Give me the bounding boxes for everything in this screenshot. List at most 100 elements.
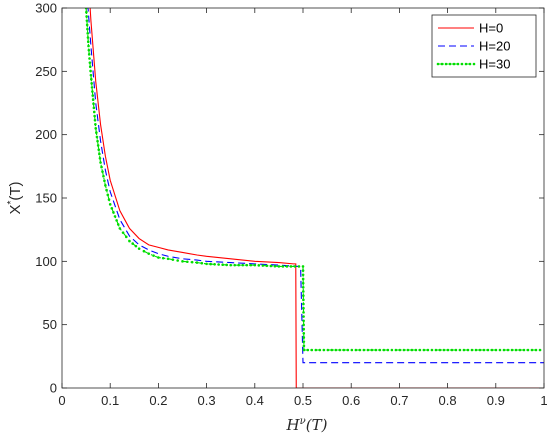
- series-marker: [87, 44, 90, 48]
- legend-marker: [460, 62, 464, 66]
- legend-box: [431, 14, 537, 78]
- x-tick-label: 0.2: [149, 393, 167, 408]
- series-marker: [115, 219, 118, 222]
- series-marker: [265, 264, 269, 268]
- series-marker: [302, 348, 306, 352]
- series-marker: [147, 252, 151, 256]
- series-marker: [302, 344, 306, 348]
- series-marker: [213, 262, 216, 266]
- series-marker: [90, 82, 93, 85]
- series-marker: [225, 263, 228, 267]
- axes-layer: 0 0.1 0.2 0.3 0.4 0.5 0.6 0.7 0.8 0.9 1 0 50 100 150 20…: [35, 1, 547, 409]
- series-marker: [112, 211, 115, 214]
- legend-marker: [440, 62, 444, 66]
- series-marker: [302, 327, 306, 331]
- x-tick-label: 0.4: [246, 393, 264, 408]
- series-marker: [306, 348, 310, 352]
- series-marker: [301, 265, 305, 268]
- series-marker: [102, 174, 105, 178]
- y-tick-label: 300: [35, 1, 57, 16]
- series-marker: [101, 170, 104, 173]
- series-marker: [98, 152, 101, 156]
- series-marker: [176, 259, 179, 262]
- legend-item: H=20: [438, 39, 510, 54]
- series-marker: [398, 348, 402, 352]
- x-tick-label: 0.7: [390, 393, 408, 408]
- x-tick-label: 0: [58, 393, 65, 408]
- legend-marker: [464, 62, 468, 66]
- series-marker: [297, 265, 301, 268]
- x-tick-label: 0.3: [198, 393, 216, 408]
- series-marker: [518, 348, 522, 352]
- legend-item: H=30: [436, 57, 510, 72]
- series-marker: [466, 348, 470, 352]
- series-marker: [89, 73, 93, 77]
- series-marker: [514, 348, 518, 352]
- series-marker: [366, 348, 370, 352]
- series-marker: [442, 348, 446, 352]
- series-marker: [386, 348, 390, 352]
- series-marker: [103, 179, 106, 183]
- series-marker: [302, 315, 305, 318]
- series-marker: [314, 348, 318, 352]
- x-axis-label-main: H: [286, 416, 301, 434]
- series-marker: [108, 203, 112, 206]
- series-marker: [92, 110, 96, 114]
- series-marker: [269, 264, 273, 268]
- series-marker: [91, 94, 95, 97]
- series-marker: [302, 311, 305, 314]
- series-marker: [229, 263, 232, 267]
- series-marker: [490, 348, 494, 352]
- x-tick-label: 0.6: [342, 393, 360, 408]
- series-marker: [161, 256, 165, 260]
- series-marker: [510, 348, 514, 352]
- legend-label: H=0: [479, 21, 503, 36]
- legend-label: H=30: [479, 57, 510, 72]
- series-marker: [128, 239, 131, 243]
- series-marker: [113, 215, 117, 218]
- series-marker: [94, 122, 97, 126]
- series-marker: [209, 262, 212, 266]
- series-marker: [394, 348, 398, 352]
- series-line-h-20: [87, 8, 544, 364]
- series-marker: [95, 135, 99, 139]
- series-marker: [285, 265, 289, 268]
- series-marker: [302, 319, 305, 323]
- legend-marker: [456, 62, 460, 66]
- legend: H=0 H=20 H=30: [431, 14, 537, 78]
- x-axis-label: Hν(T): [286, 416, 328, 434]
- legend-item: H=0: [438, 21, 503, 36]
- series-marker: [289, 265, 293, 268]
- series-marker: [502, 348, 506, 352]
- series-marker: [87, 53, 91, 56]
- legend-label: H=20: [479, 39, 510, 54]
- series-marker: [205, 262, 208, 266]
- series-marker: [390, 348, 394, 352]
- series-marker: [414, 348, 418, 352]
- series-marker: [249, 263, 253, 267]
- series-marker: [462, 348, 466, 352]
- series-marker: [382, 348, 386, 352]
- series-marker: [301, 290, 305, 293]
- series-marker: [301, 273, 305, 277]
- series-marker: [195, 261, 199, 264]
- x-axis-label-sup: ν: [300, 416, 306, 427]
- series-marker: [181, 260, 184, 263]
- series-marker: [85, 10, 88, 14]
- series-marker: [93, 118, 97, 122]
- series-marker: [95, 131, 98, 134]
- series-marker: [105, 188, 108, 192]
- series-marker: [402, 348, 406, 352]
- series-marker: [358, 348, 362, 352]
- series-marker: [534, 348, 538, 352]
- series-marker: [245, 263, 249, 267]
- series-marker: [302, 302, 305, 306]
- series-marker: [93, 114, 96, 118]
- series-marker: [478, 348, 482, 352]
- legend-marker: [452, 62, 456, 66]
- series-marker: [190, 260, 194, 264]
- series-marker: [482, 348, 486, 352]
- series-marker: [438, 348, 442, 352]
- series-marker: [330, 348, 334, 352]
